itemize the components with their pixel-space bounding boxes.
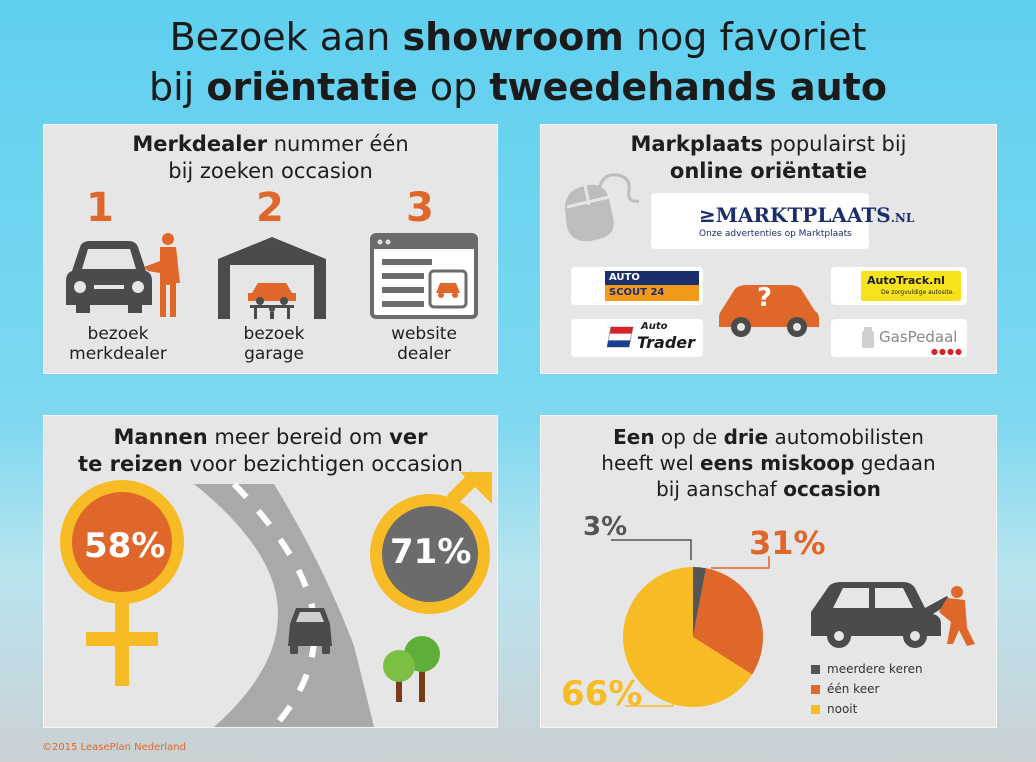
- title-text: meer bereid om: [207, 425, 390, 449]
- leader-line-3: [611, 539, 692, 560]
- pie-label-66: 66%: [561, 674, 643, 714]
- legend-label: één keer: [827, 682, 880, 696]
- title-bold: ver: [389, 425, 428, 449]
- title-text: bij zoeken occasion: [168, 159, 373, 183]
- legend-label: meerdere keren: [827, 662, 923, 676]
- legend-swatch: [811, 685, 820, 694]
- panel-title: Merkdealer nummer één bij zoeken occasio…: [44, 131, 497, 185]
- question-car-icon: [719, 285, 819, 337]
- caption-garage: bezoek garage: [214, 324, 334, 364]
- autotrader-bottom: Trader: [637, 333, 696, 352]
- garage-icon: [218, 237, 326, 319]
- female-symbol-icon: [60, 480, 184, 686]
- autotrack-name: AutoTrack.nl: [867, 274, 945, 287]
- female-percentage: 58%: [84, 526, 166, 566]
- marktplaats-arrow-icon: ≥: [699, 203, 716, 227]
- male-symbol-icon: [370, 471, 492, 614]
- marktplaats-name: ≥MARKTPLAATS.NL: [699, 203, 914, 227]
- title-bold: occasion: [783, 477, 881, 501]
- title-bold: Markplaats: [630, 132, 763, 156]
- pie-label-31: 31%: [749, 524, 826, 562]
- panel-mannen: Mannen meer bereid om ver te reizen voor…: [43, 415, 498, 728]
- marktplaats-logo: ≥MARKTPLAATS.NL Onze advertenties op Mar…: [651, 193, 914, 249]
- caption-line: website: [391, 324, 457, 344]
- title-text: op de: [654, 425, 724, 449]
- title-text: bij: [149, 65, 207, 109]
- title-bold: Merkdealer: [132, 132, 268, 156]
- legend-swatch: [811, 665, 820, 674]
- caption-line: garage: [244, 344, 304, 364]
- panel-merkdealer: Merkdealer nummer één bij zoeken occasio…: [43, 124, 498, 374]
- title-text: nog favoriet: [623, 15, 867, 59]
- caption-line: bezoek: [243, 324, 305, 344]
- male-percentage: 71%: [390, 532, 472, 572]
- autoscout-bottom: SCOUT 24: [605, 285, 699, 301]
- page-title: Bezoek aan showroom nog favoriet bij ori…: [0, 12, 1036, 112]
- caption-website: website dealer: [364, 324, 484, 364]
- gaspedaal-name: GasPedaal: [879, 328, 958, 346]
- copyright: ©2015 LeasePlan Nederland: [42, 742, 186, 753]
- pie-slice-één-keer: [693, 568, 763, 675]
- autoscout-top: AUTO: [605, 271, 699, 285]
- car-icon: [288, 608, 332, 654]
- title-bold: online oriëntatie: [669, 159, 868, 183]
- title-bold: Een: [613, 425, 655, 449]
- website-icon: [370, 233, 478, 319]
- gaspedaal-dots: ●●●●: [931, 347, 963, 356]
- autotrack-logo: AutoTrack.nl De zorgvuldige autosite.: [831, 267, 967, 305]
- pie-slice-meerdere-keren: [693, 567, 707, 637]
- title-bold: eens miskoop: [700, 451, 855, 475]
- legend-swatch: [811, 705, 820, 714]
- title-text: bij aanschaf: [656, 477, 784, 501]
- pie-label-3: 3%: [583, 512, 628, 542]
- title-text: nummer één: [267, 132, 409, 156]
- panel-title: Markplaats populairst bij online oriënta…: [541, 131, 996, 185]
- caption-line: dealer: [397, 344, 451, 364]
- title-bold: showroom: [402, 15, 624, 59]
- panel-title: Een op de drie automobilisten heeft wel …: [541, 424, 996, 502]
- trees-icon: [383, 636, 440, 702]
- autoscout-logo: AUTO SCOUT 24: [571, 267, 703, 305]
- title-bold: tweedehands auto: [489, 65, 887, 109]
- rank-3: 3: [406, 185, 434, 231]
- question-mark: ?: [757, 283, 773, 313]
- gaspedaal-logo: GasPedaal ●●●●: [831, 319, 967, 357]
- title-text: automobilisten: [768, 425, 924, 449]
- title-bold: drie: [723, 425, 769, 449]
- title-bold: Mannen: [113, 425, 208, 449]
- title-bold: oriëntatie: [206, 65, 418, 109]
- title-text: voor bezichtigen occasion: [182, 452, 463, 476]
- rank-1: 1: [86, 185, 114, 231]
- fuel-pump-icon: [862, 327, 874, 348]
- title-text: populairst bij: [763, 132, 907, 156]
- pie-chart: [611, 539, 770, 707]
- autotrack-bg: [861, 271, 961, 301]
- title-text: gedaan: [854, 451, 936, 475]
- car-with-salesman-icon: [66, 233, 180, 317]
- rank-2: 2: [256, 185, 284, 231]
- caption-line: bezoek: [87, 324, 149, 344]
- dutch-flag-icon: [607, 326, 634, 348]
- autotrack-tagline: De zorgvuldige autosite.: [881, 289, 955, 296]
- marktplaats-tagline: Onze advertenties op Marktplaats: [699, 229, 852, 239]
- logo-suffix: .NL: [890, 211, 915, 225]
- panel-marktplaats: Markplaats populairst bij online oriënta…: [540, 124, 997, 374]
- title-text: Bezoek aan: [169, 15, 403, 59]
- autotrader-top: Auto: [641, 321, 668, 332]
- title-text: op: [417, 65, 490, 109]
- caption-line: merkdealer: [69, 344, 167, 364]
- leader-line-66: [625, 664, 674, 707]
- title-bold: te reizen: [78, 452, 183, 476]
- panel-miskoop: Een op de drie automobilisten heeft wel …: [540, 415, 997, 728]
- pie-slice-nooit: [623, 567, 753, 707]
- title-text: heeft wel: [601, 451, 701, 475]
- broken-car-icon: [811, 582, 975, 648]
- leader-line-31: [711, 556, 770, 569]
- panel-title: Mannen meer bereid om ver te reizen voor…: [44, 424, 497, 478]
- autotrader-logo: Auto Trader: [571, 319, 703, 357]
- legend-label: nooit: [827, 702, 858, 716]
- caption-merkdealer: bezoek merkdealer: [58, 324, 178, 364]
- logo-text: MARKTPLAATS: [715, 203, 891, 227]
- mouse-icon: [565, 173, 640, 242]
